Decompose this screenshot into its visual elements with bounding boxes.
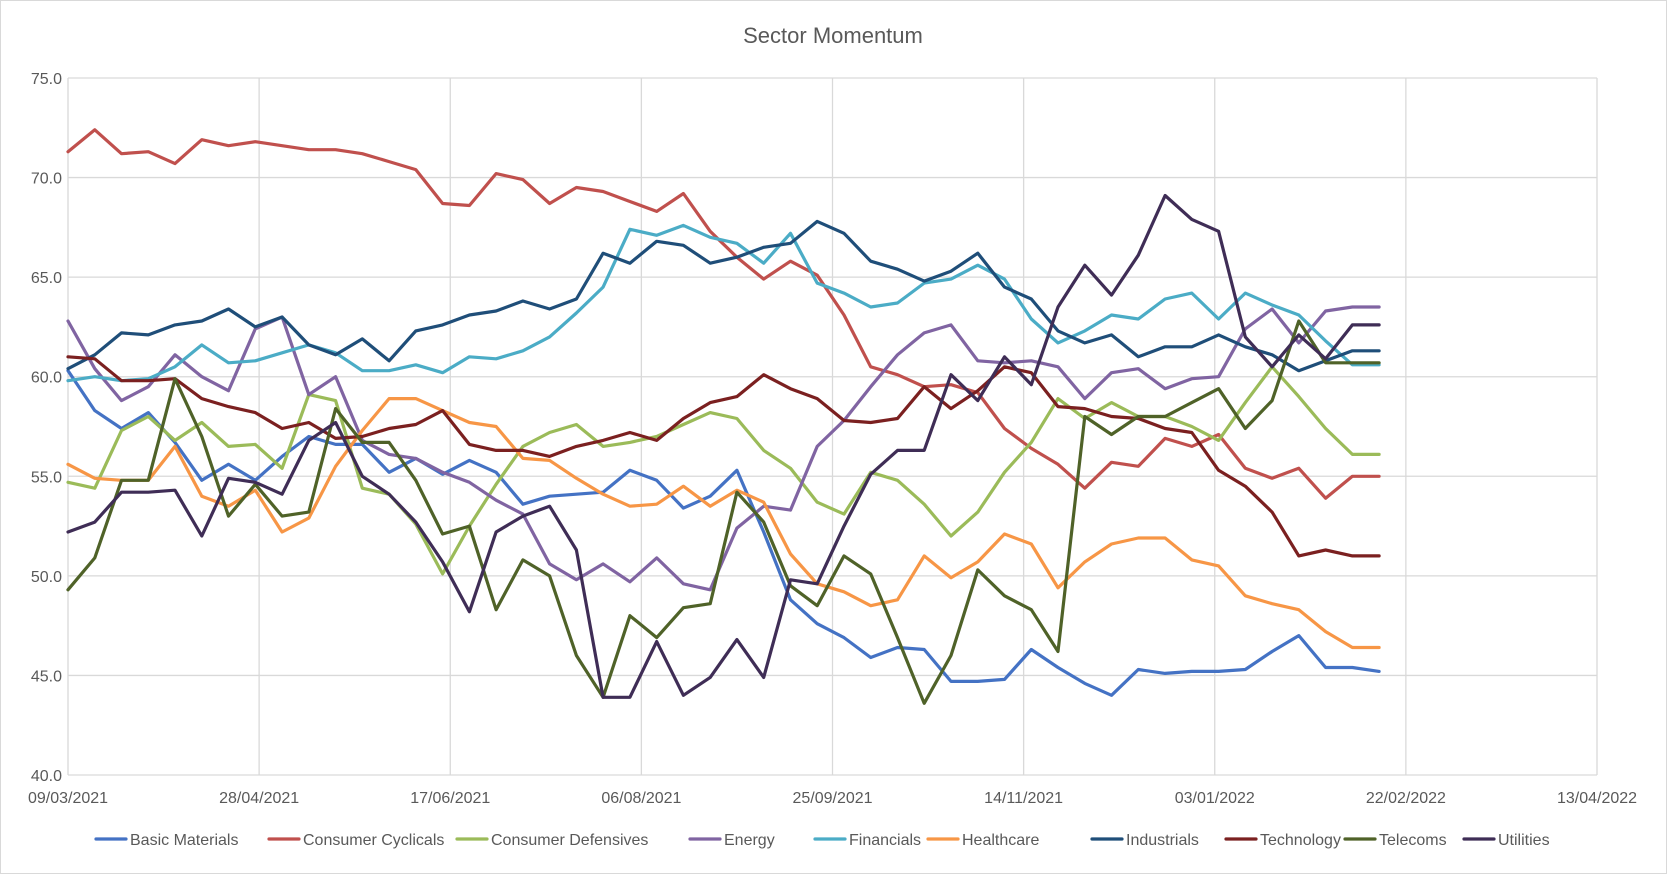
series-line-technology — [66, 355, 1381, 558]
x-tick-label: 09/03/2021 — [28, 790, 108, 807]
legend-label: Consumer Defensives — [491, 832, 648, 849]
y-tick-label: 75.0 — [31, 71, 62, 88]
x-tick-label: 17/06/2021 — [410, 790, 490, 807]
y-tick-label: 45.0 — [31, 668, 62, 685]
series-line-healthcare — [66, 397, 1381, 650]
legend-label: Healthcare — [962, 832, 1039, 849]
x-tick-label: 28/04/2021 — [219, 790, 299, 807]
legend-label: Basic Materials — [130, 832, 238, 849]
series-line-utilities — [66, 193, 1381, 699]
x-tick-label: 22/02/2022 — [1366, 790, 1446, 807]
series-line-financials — [66, 223, 1381, 383]
legend: Basic Materials Consumer Cyclicals Consume… — [94, 832, 1550, 849]
series-line-energy — [66, 305, 1381, 592]
legend-label: Technology — [1260, 832, 1341, 849]
y-tick-label: 60.0 — [31, 370, 62, 387]
x-tick-label: 03/01/2022 — [1175, 790, 1255, 807]
legend-label: Consumer Cyclicals — [303, 832, 444, 849]
legend-label: Energy — [724, 832, 775, 849]
y-tick-label: 40.0 — [31, 768, 62, 785]
y-tick-label: 55.0 — [31, 469, 62, 486]
series-line-industrials — [66, 219, 1381, 373]
series-line-telecoms — [66, 319, 1381, 705]
y-axis-ticks: 40.0 45.0 50.0 55.0 60.0 65.0 70.0 75.0 — [31, 71, 62, 785]
series-line-consumer-cyclicals — [66, 128, 1381, 500]
x-tick-label: 13/04/2022 — [1557, 790, 1637, 807]
x-tick-label: 25/09/2021 — [792, 790, 872, 807]
legend-label: Telecoms — [1379, 832, 1447, 849]
x-axis-ticks: 09/03/2021 28/04/2021 17/06/2021 06/08/2021… — [28, 790, 1637, 807]
x-tick-label: 14/11/2021 — [984, 790, 1063, 807]
chart-title: Sector Momentum — [743, 23, 923, 48]
legend-label: Industrials — [1126, 832, 1199, 849]
y-tick-label: 65.0 — [31, 270, 62, 287]
legend-label: Financials — [849, 832, 921, 849]
y-tick-label: 50.0 — [31, 569, 62, 586]
legend-label: Utilities — [1498, 832, 1550, 849]
series-lines — [66, 128, 1381, 705]
x-tick-label: 06/08/2021 — [601, 790, 681, 807]
y-tick-label: 70.0 — [31, 171, 62, 188]
